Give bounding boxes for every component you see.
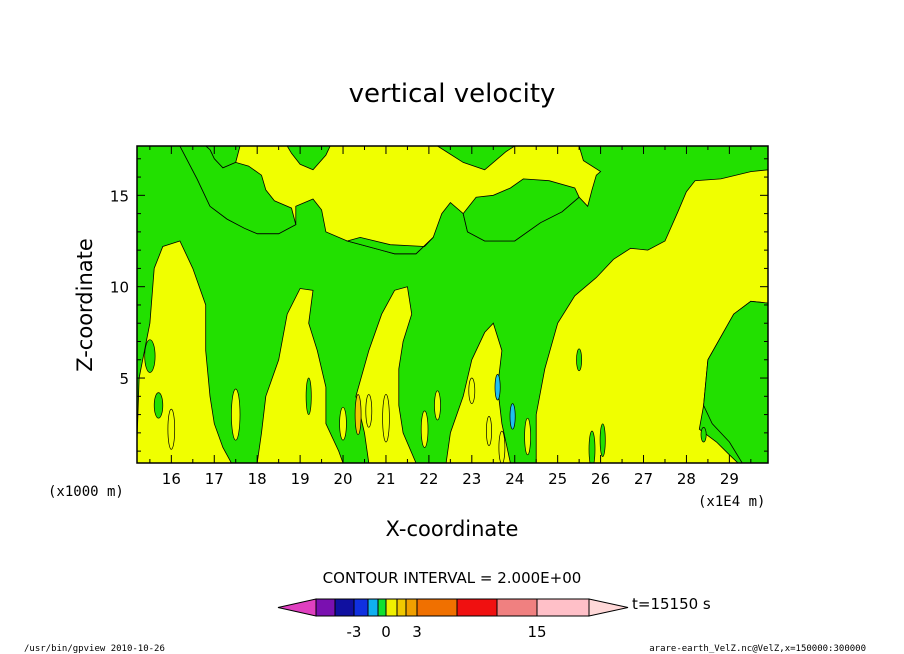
contour-cell-15 [588,430,596,463]
colorbar-cell [367,598,379,617]
contour-cell-1 [153,392,164,419]
green-region-0 [179,146,297,235]
colorbar-cell [496,598,538,617]
x-tick-label: 27 [634,470,653,488]
colorbar-cell [377,598,387,617]
x-tick-label: 20 [333,470,352,488]
contour-cell-11 [494,374,501,401]
x-tick-label: 22 [419,470,438,488]
green-region-3 [703,300,768,463]
x-tick-label: 26 [591,470,610,488]
colorbar-tick-label: 15 [527,623,546,641]
x-tick-label: 28 [677,470,696,488]
contour-cell-17 [700,427,707,443]
colorbar-cell [396,598,407,617]
green-region-1 [462,178,580,242]
contour-interval-text: CONTOUR INTERVAL = 2.000E+00 [323,569,582,587]
colorbar-left-arrow [277,598,317,617]
small-contour-cells [144,339,707,463]
contour-cell-7 [420,410,429,448]
x-tick-label: 16 [162,470,181,488]
green-region-2 [345,236,434,255]
contour-cell-19 [305,377,312,415]
contour-cell-3 [339,406,347,441]
x-tick-label: 25 [548,470,567,488]
contour-cell-8 [434,390,441,421]
colorbar-right-arrow [588,598,629,617]
colorbar-tick-label: 3 [412,623,422,641]
colorbar-cell [334,598,355,617]
y-tick-label: 10 [110,279,129,297]
x-tick-label: 19 [291,470,310,488]
x-tick-label: 17 [205,470,224,488]
x-unit-note: (x1E4 m) [698,494,765,510]
yellow-region-5 [535,169,768,463]
x-tick-label: 23 [462,470,481,488]
contour-cell-20 [599,423,606,457]
x-tick-label: 29 [720,470,739,488]
contour-cell-16 [576,348,583,372]
contour-cell-4 [354,394,362,436]
colorbar-cell [536,598,590,617]
contour-cell-6 [382,394,390,443]
colorbar: -3 0 3 15 [277,598,629,641]
contour-cell-18 [167,408,176,450]
time-label: t=15150 s [632,595,711,613]
colorbar-cell [416,598,458,617]
x-tick-label: 18 [248,470,267,488]
y-unit-note: (x1000 m) [48,484,124,500]
contour-cell-2 [231,388,241,441]
program-note: /usr/bin/gpview 2010-10-26 [24,644,165,654]
contour-cell-14 [524,417,531,456]
contour-cell-10 [486,416,492,446]
colorbar-cell [456,598,498,617]
colorbar-cell [405,598,418,617]
contour-cell-9 [468,377,476,404]
file-note: arare-earth_VelZ.nc@VelZ,x=150000:300000 [649,644,866,654]
y-tick-label: 5 [119,370,129,388]
y-axis-ticks: 5 10 15 [110,158,768,452]
yellow-region-4 [445,322,511,463]
contour-cell-13 [498,430,506,463]
yellow-region-2 [256,288,344,463]
colorbar-cell [315,598,336,617]
green-fill-group [179,146,768,463]
y-axis-label: Z-coordinate [73,238,97,372]
chart-title: vertical velocity [349,79,556,109]
x-tick-label: 24 [505,470,524,488]
colorbar-tick-label: 0 [381,623,391,641]
colorbar-cell [385,598,398,617]
colorbar-tick-label: -3 [347,623,362,641]
contour-cell-0 [144,339,156,373]
x-tick-label: 21 [376,470,395,488]
contour-cell-12 [509,403,516,430]
colorbar-cell [353,598,369,617]
contour-cell-5 [365,394,373,428]
x-axis-label: X-coordinate [386,517,519,541]
y-tick-label: 15 [110,187,129,205]
x-axis-ticks: 16 17 18 19 20 21 22 23 24 25 26 27 28 29 [149,146,752,488]
